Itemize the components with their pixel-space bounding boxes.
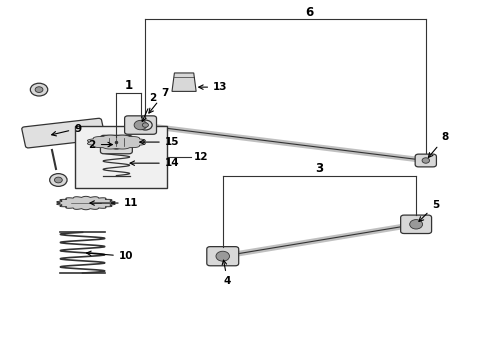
Bar [75,126,167,188]
Text: 2: 2 [88,140,112,149]
Text: 1: 1 [124,79,132,92]
Ellipse shape [30,83,48,96]
FancyBboxPatch shape [400,215,431,234]
Text: 14: 14 [130,158,179,168]
FancyBboxPatch shape [124,116,156,134]
Text: 3: 3 [315,162,323,175]
Polygon shape [172,73,196,91]
Text: 10: 10 [86,251,133,261]
Polygon shape [87,135,145,149]
Text: 2: 2 [142,94,156,121]
FancyBboxPatch shape [414,154,435,167]
Text: 13: 13 [198,82,227,92]
Text: 4: 4 [222,260,231,286]
Ellipse shape [409,220,422,229]
Ellipse shape [50,174,67,186]
Ellipse shape [134,120,147,130]
Ellipse shape [35,87,43,93]
Ellipse shape [110,140,122,149]
Ellipse shape [54,177,62,183]
Text: 11: 11 [90,198,138,208]
FancyBboxPatch shape [206,247,238,266]
Ellipse shape [216,251,229,261]
Ellipse shape [138,120,152,130]
Ellipse shape [142,123,148,127]
Text: 9: 9 [52,123,81,136]
Text: 12: 12 [193,152,208,162]
Ellipse shape [421,158,428,163]
Polygon shape [57,196,115,210]
Text: 8: 8 [427,132,448,157]
Text: 15: 15 [140,137,179,147]
Text: 6: 6 [305,6,313,19]
Text: 7: 7 [148,88,168,113]
FancyBboxPatch shape [100,135,132,154]
Text: 5: 5 [418,200,438,221]
FancyBboxPatch shape [22,118,105,148]
